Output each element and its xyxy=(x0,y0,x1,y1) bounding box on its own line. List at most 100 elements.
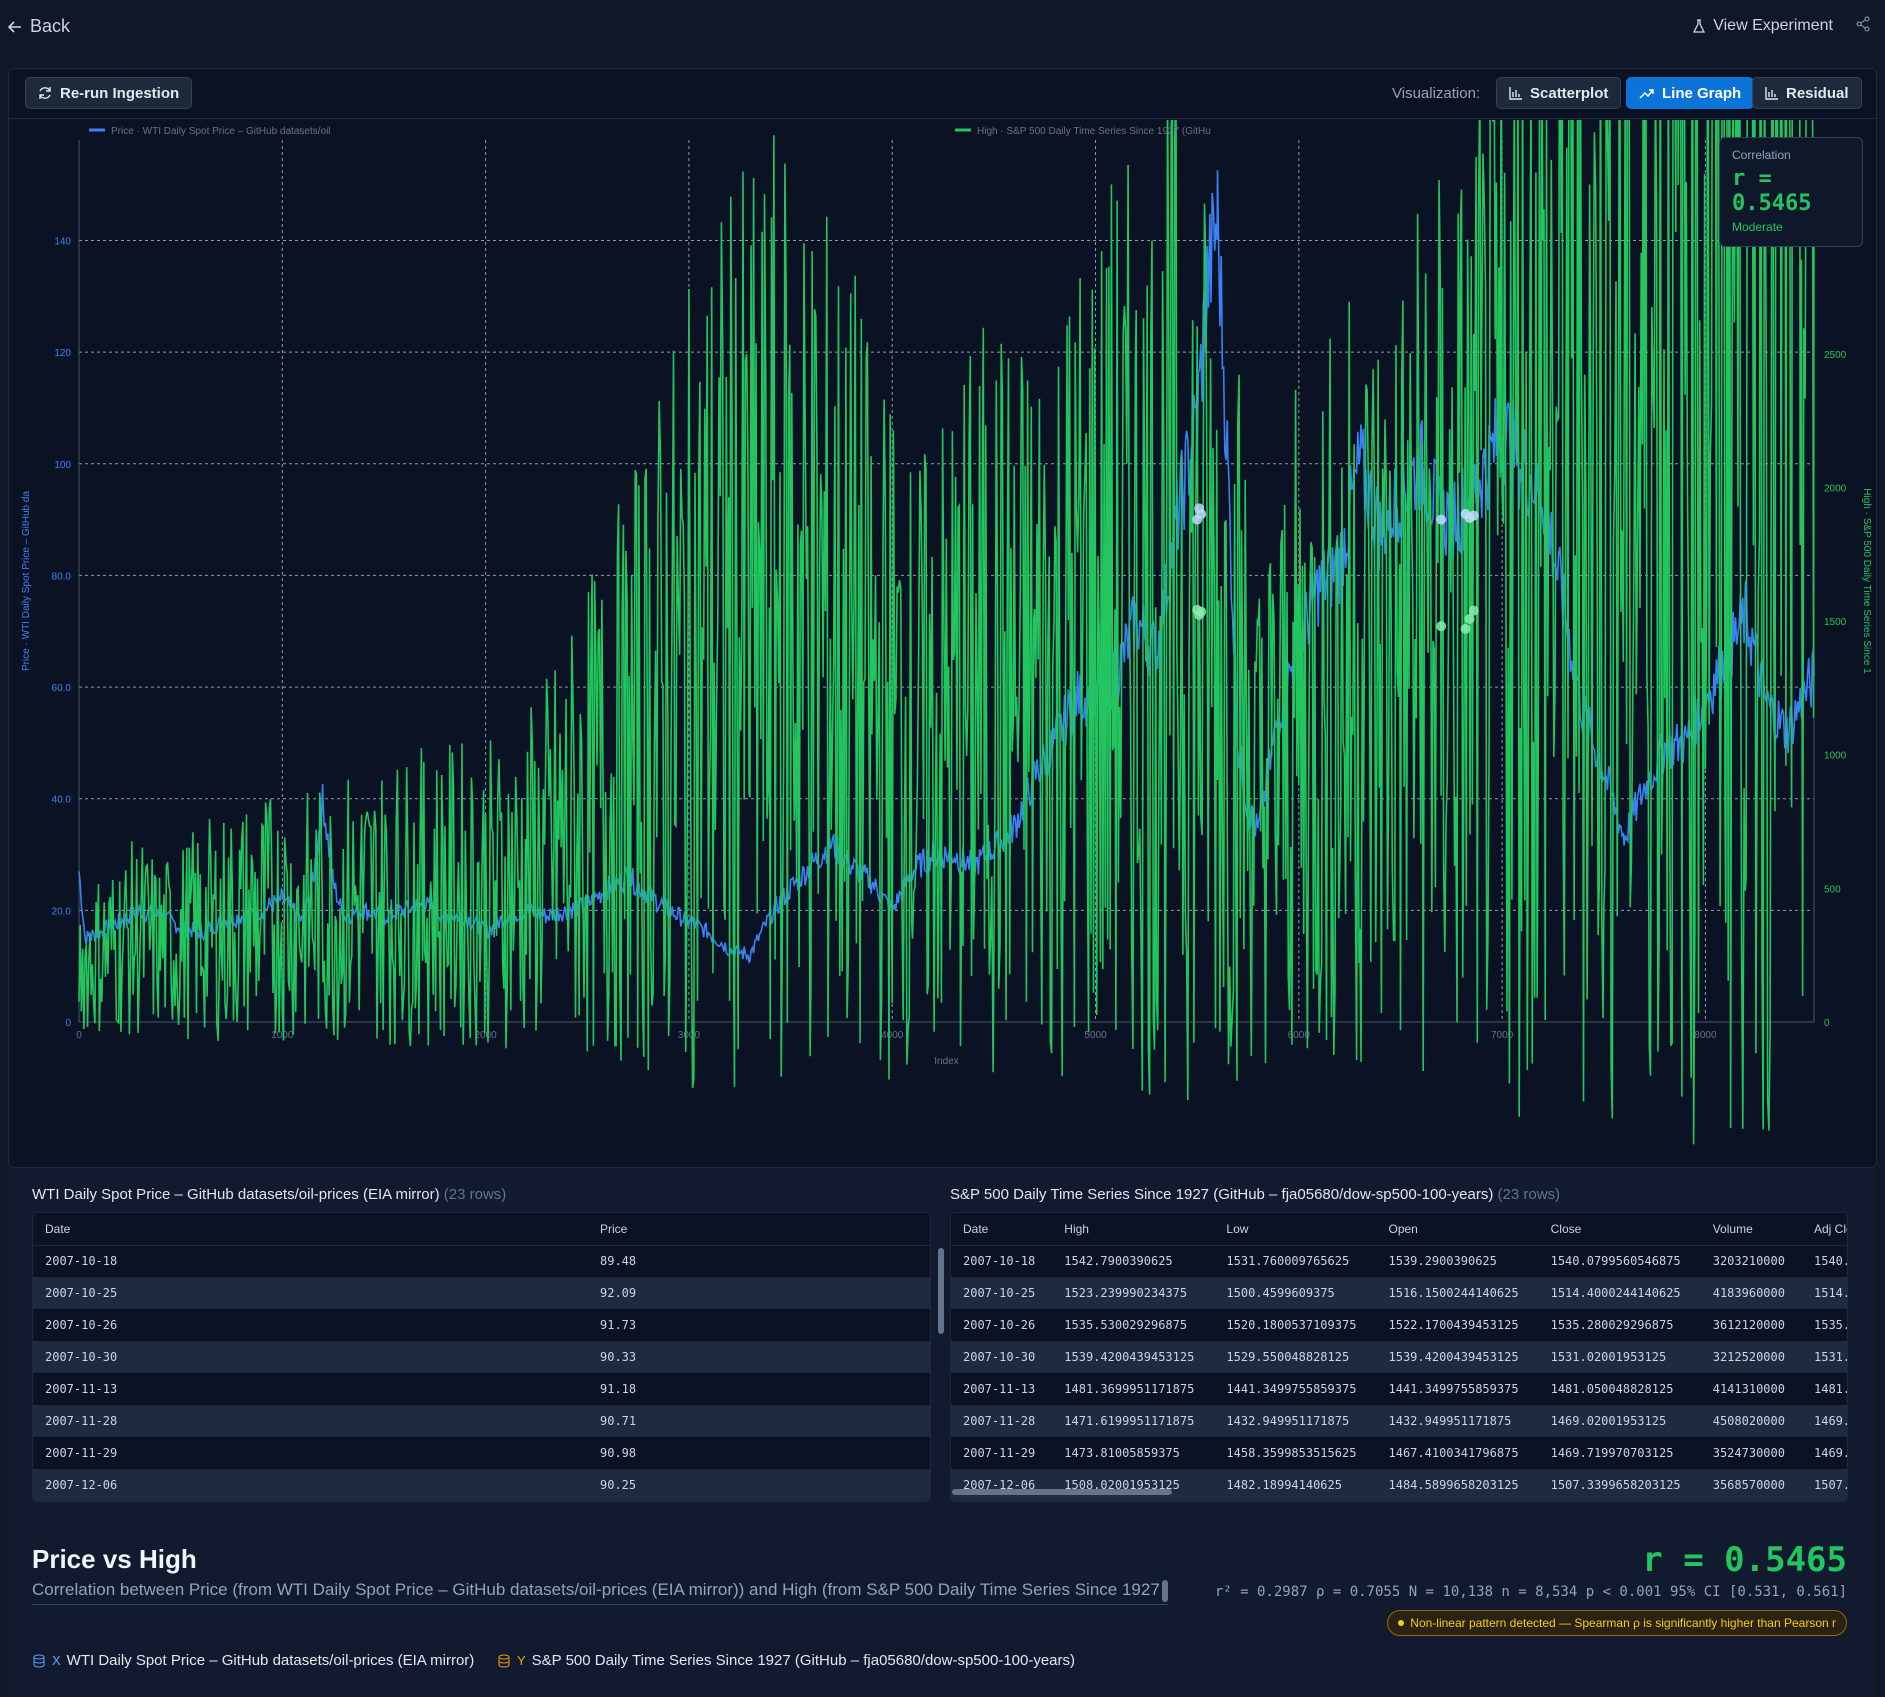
y-left-tick-label: 80.0 xyxy=(52,571,72,582)
table-cell: 1481.050048828125 xyxy=(1550,1382,1674,1396)
correlation-stats: r² = 0.2987 ρ = 0.7055 N = 10,138 n = 8,… xyxy=(1214,1584,1847,1600)
x-tick-label: 8000 xyxy=(1694,1030,1717,1041)
table-cell: 1531.02001953125 xyxy=(1538,1341,1701,1373)
col-header-date[interactable]: Date xyxy=(33,1213,588,1246)
view-experiment-link[interactable]: View Experiment xyxy=(1693,17,1833,35)
line-graph-button[interactable]: Line Graph xyxy=(1626,77,1755,109)
source-x[interactable]: X WTI Daily Spot Price – GitHub datasets… xyxy=(32,1652,474,1669)
residual-button[interactable]: Residual xyxy=(1752,77,1862,109)
x-axis-title: Index xyxy=(934,1056,958,1067)
y-right-tick-label: 2500 xyxy=(1824,350,1847,361)
table-cell: 1540.0799560546875 xyxy=(1550,1254,1681,1269)
table-row[interactable]: 2007-11-28 1471.6199951171875 1432.9499511… xyxy=(951,1405,1847,1437)
refresh-icon xyxy=(39,87,51,99)
table-cell: 1458.3599853515625 xyxy=(1226,1446,1357,1460)
correlation-card: Correlation r = 0.5465 Moderate xyxy=(1719,137,1863,247)
table-cell: 1531.760009765625 xyxy=(1226,1254,1350,1269)
col-header[interactable]: Adj Close xyxy=(1802,1213,1847,1246)
y-left-tick-label: 120 xyxy=(54,348,71,359)
share-icon[interactable] xyxy=(1855,16,1871,32)
table-cell: 90.71 xyxy=(588,1405,930,1437)
table-row[interactable]: 2007-12-06 1508.02001953125 1482.189941406… xyxy=(951,1469,1847,1501)
table-row[interactable]: 2007-10-25 1523.239990234375 1500.45996093… xyxy=(951,1277,1847,1309)
correlation-card-strength: Moderate xyxy=(1732,220,1783,234)
y-right-axis-title: High · S&P 500 Daily Time Series Since 1 xyxy=(1861,488,1872,674)
table-row[interactable]: 2007-12-06 90.25 xyxy=(33,1469,930,1501)
correlation-value: r = 0.5465 xyxy=(1642,1540,1847,1580)
table-cell: 2007-11-29 xyxy=(45,1446,118,1460)
table-row[interactable]: 2007-10-25 92.09 xyxy=(33,1277,930,1309)
back-button[interactable]: Back xyxy=(8,16,70,37)
correlation-card-label: Correlation xyxy=(1732,148,1791,162)
source-y[interactable]: Y S&P 500 Daily Time Series Since 1927 (… xyxy=(497,1652,1075,1669)
table-cell: 3212520000 xyxy=(1700,1341,1802,1373)
table-row[interactable]: 2007-10-26 91.73 xyxy=(33,1309,930,1341)
trending-up-icon xyxy=(1639,89,1654,99)
arrow-left-icon xyxy=(8,20,21,33)
col-header[interactable]: Open xyxy=(1376,1213,1539,1246)
x-tick-label: 2000 xyxy=(474,1030,497,1041)
table-cell: 2007-12-06 xyxy=(951,1469,1053,1501)
col-header[interactable]: Low xyxy=(1214,1213,1377,1246)
col-header-price[interactable]: Price xyxy=(588,1213,930,1246)
table-row[interactable]: 2007-11-13 1481.3699951171875 1441.3499755… xyxy=(951,1373,1848,1405)
warning-dot-icon xyxy=(1398,1620,1405,1626)
source-x-axis-label: X xyxy=(52,1653,61,1668)
table-cell: 1514.400024 xyxy=(1802,1277,1847,1309)
table-cell: 1522.1700439453125 xyxy=(1388,1318,1519,1332)
table-row[interactable]: 2007-10-18 1542.7900390625 1531.7600097656… xyxy=(951,1245,1847,1277)
table-row[interactable]: 2007-11-28 90.71 xyxy=(33,1405,930,1437)
chart-toolbar: Re-run Ingestion Visualization: Scatterp… xyxy=(9,69,1876,119)
col-header[interactable]: Date xyxy=(951,1213,1053,1246)
table-cell: 1531.020019 xyxy=(1802,1341,1847,1373)
table-row[interactable]: 2007-11-13 91.18 xyxy=(33,1373,930,1405)
table-row[interactable]: 2007-10-18 89.48 xyxy=(33,1245,930,1277)
table-cell: 1481.050048 xyxy=(1814,1382,1848,1396)
flask-icon xyxy=(1693,19,1706,33)
price-highlight-point xyxy=(1468,510,1479,521)
chart-legend: Price · WTI Daily Spot Price – GitHub da… xyxy=(89,126,1211,137)
high-highlight-point xyxy=(1460,623,1471,634)
line-chart[interactable]: 0 1000 2000 3000 4000 5000 6000 7000 8000020.040… xyxy=(9,120,1876,1150)
y-left-axis-title: Price · WTI Daily Spot Price – GitHub da xyxy=(21,491,32,671)
table-cell: 1514.4000244140625 xyxy=(1538,1277,1701,1309)
bar-chart-icon xyxy=(1765,86,1778,100)
table-cell: 3568570000 xyxy=(1700,1469,1802,1501)
rerun-ingestion-label: Re-run Ingestion xyxy=(60,84,180,102)
col-header[interactable]: High xyxy=(1052,1213,1215,1246)
table-row[interactable]: 2007-10-30 90.33 xyxy=(33,1341,930,1373)
x-tick-label: 3000 xyxy=(678,1030,701,1041)
col-header[interactable]: Volume xyxy=(1700,1213,1802,1246)
table-cell: 1529.550048828125 xyxy=(1214,1341,1377,1373)
left-table-scrollbar[interactable] xyxy=(938,1248,944,1334)
description-scrollbar[interactable] xyxy=(1162,1580,1168,1602)
table-cell: 1520.1800537109375 xyxy=(1226,1318,1357,1332)
table-cell: 1432.949951171875 xyxy=(1214,1405,1377,1437)
legend-label-high: High · S&P 500 Daily Time Series Since 1… xyxy=(977,126,1211,137)
table-cell: 4141310000 xyxy=(1712,1382,1785,1396)
table-row[interactable]: 2007-11-29 90.98 xyxy=(33,1437,930,1469)
table-cell: 1539.4200439453125 xyxy=(1052,1341,1215,1373)
table-row[interactable]: 2007-11-29 1473.81005859375 1458.359985351… xyxy=(951,1437,1847,1469)
scatterplot-button[interactable]: Scatterplot xyxy=(1496,77,1622,109)
legend-label-price: Price · WTI Daily Spot Price – GitHub da… xyxy=(111,126,331,137)
high-highlight-point xyxy=(1436,621,1447,632)
table-cell: 1535.530029296875 xyxy=(1064,1318,1188,1332)
table-row[interactable]: 2007-10-26 1535.530029296875 1520.18005371… xyxy=(951,1309,1847,1341)
right-table-title-text: S&P 500 Daily Time Series Since 1927 (Gi… xyxy=(950,1186,1494,1203)
table-row[interactable]: 2007-10-30 1539.4200439453125 1529.5500488… xyxy=(951,1341,1847,1373)
y-left-tick-label: 40.0 xyxy=(52,795,72,806)
rerun-ingestion-button[interactable]: Re-run Ingestion xyxy=(25,77,193,109)
col-header[interactable]: Close xyxy=(1538,1213,1701,1246)
table-cell: 4508020000 xyxy=(1700,1405,1802,1437)
table-cell: 2007-12-06 xyxy=(33,1469,588,1501)
database-icon xyxy=(33,1654,45,1668)
database-icon xyxy=(498,1654,510,1668)
left-table-title: WTI Daily Spot Price – GitHub datasets/o… xyxy=(32,1186,506,1203)
y-left-tick-label: 140 xyxy=(54,236,71,247)
table-cell: 1535.280029296875 xyxy=(1550,1318,1674,1332)
visualization-label: Visualization: xyxy=(1392,85,1481,102)
right-table-scrollbar[interactable] xyxy=(952,1489,1172,1495)
y-right-tick-label: 1000 xyxy=(1824,751,1847,762)
back-label: Back xyxy=(30,16,71,36)
